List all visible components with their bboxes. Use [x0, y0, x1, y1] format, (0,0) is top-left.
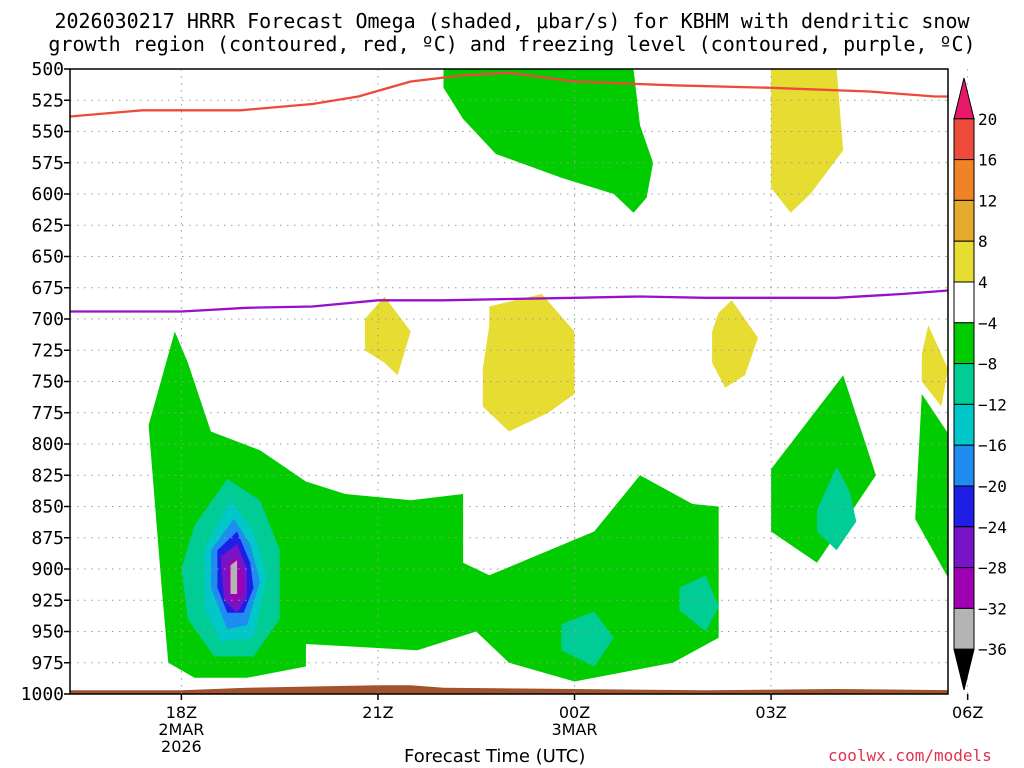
y-tick-label: 1000	[21, 684, 64, 705]
y-tick-label: 875	[31, 528, 64, 549]
omega-region	[364, 296, 411, 376]
y-tick-label: 850	[31, 497, 64, 518]
y-tick-label: 800	[31, 434, 64, 455]
colorbar-bin	[953, 199, 975, 242]
colorbar-bin	[953, 444, 975, 487]
y-tick-label: 675	[31, 278, 64, 299]
omega-region	[1014, 69, 1024, 94]
colorbar-label: 16	[978, 151, 997, 170]
credit-link[interactable]: coolwx.com/models	[828, 746, 992, 765]
omega-region	[148, 331, 719, 682]
x-tick-label: 2MAR	[158, 720, 204, 739]
y-tick-label: 575	[31, 153, 64, 174]
omega-region	[771, 375, 876, 563]
colorbar-label: −28	[978, 559, 1007, 578]
colorbar-label: −20	[978, 477, 1007, 496]
x-axis-label: Forecast Time (UTC)	[404, 746, 586, 767]
colorbar-top-arrow	[953, 77, 975, 120]
y-tick-label: 700	[31, 309, 64, 330]
x-tick-label: 06Z	[952, 703, 983, 722]
colorbar-label: 4	[978, 273, 988, 292]
y-tick-label: 950	[31, 622, 64, 643]
y-tick-label: 600	[31, 184, 64, 205]
colorbar-bin	[953, 322, 975, 365]
colorbar-bin	[953, 363, 975, 405]
omega-region	[443, 69, 654, 213]
y-tick-label: 750	[31, 372, 64, 393]
omega-region	[1007, 219, 1024, 440]
omega-region	[230, 560, 238, 594]
y-tick-label: 525	[31, 90, 64, 111]
colorbar-bin	[953, 403, 975, 446]
freezing-level-line	[70, 289, 948, 313]
omega-region	[679, 575, 719, 632]
chart-title-line-2: growth region (contoured, red, ºC) and f…	[48, 32, 976, 56]
y-tick-label: 650	[31, 247, 64, 268]
y-tick-label: 925	[31, 590, 64, 611]
dgz-contour-line	[70, 71, 948, 118]
colorbar-label: −16	[978, 436, 1007, 455]
colorbar-bin	[953, 567, 975, 609]
y-tick-label: 900	[31, 559, 64, 580]
x-tick-label: 03Z	[755, 703, 786, 722]
colorbar-label: 12	[978, 191, 997, 210]
colorbar-label: 20	[978, 110, 997, 129]
surface-ground	[70, 685, 948, 694]
omega-region	[712, 300, 758, 388]
colorbar-label: −24	[978, 518, 1007, 537]
omega-region	[482, 294, 575, 432]
omega-region	[771, 69, 844, 213]
x-tick-label: 18Z	[166, 703, 197, 722]
y-tick-label: 975	[31, 653, 64, 674]
colorbar-label: −36	[978, 640, 1007, 659]
omega-region	[921, 325, 948, 407]
y-tick-label: 625	[31, 215, 64, 236]
colorbar-label: 8	[978, 232, 988, 251]
colorbar-bottom-arrow	[953, 648, 975, 691]
y-tick-label: 550	[31, 122, 64, 143]
colorbar-label: −32	[978, 599, 1007, 618]
omega-region	[817, 466, 857, 551]
colorbar-label: −12	[978, 395, 1007, 414]
colorbar-bin	[953, 118, 975, 161]
colorbar-bin	[953, 159, 975, 201]
chart-title-line-1: 2026030217 HRRR Forecast Omega (shaded, …	[54, 9, 970, 33]
y-tick-label: 825	[31, 465, 64, 486]
colorbar-label: −8	[978, 355, 997, 374]
colorbar-bin	[953, 526, 975, 569]
colorbar-bin	[953, 281, 975, 324]
x-tick-label: 2026	[161, 737, 202, 756]
y-tick-label: 725	[31, 340, 64, 361]
x-tick-label: 21Z	[362, 703, 393, 722]
x-tick-label: 00Z	[559, 703, 590, 722]
y-tick-label: 500	[31, 59, 64, 80]
x-tick-label: 3MAR	[551, 720, 597, 739]
colorbar-bin	[953, 607, 975, 650]
colorbar-label: −4	[978, 314, 997, 333]
omega-region	[561, 611, 614, 667]
omega-region	[915, 394, 948, 578]
y-tick-label: 775	[31, 403, 64, 424]
colorbar-bin	[953, 485, 975, 528]
colorbar-bin	[953, 240, 975, 283]
